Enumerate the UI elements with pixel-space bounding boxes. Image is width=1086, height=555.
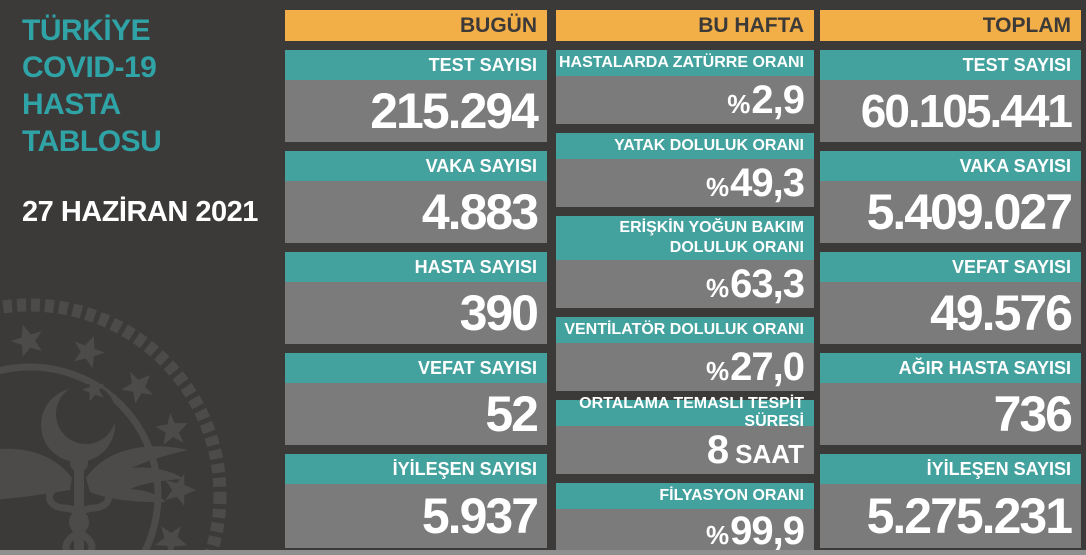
stat-number: 63,3 <box>730 262 805 306</box>
stat-value: 8 SAAT <box>556 426 814 474</box>
stat-value: 52 <box>285 383 547 445</box>
stat-card-ventilator-doluluk: VENTİLATÖR DOLULUK ORANI %27,0 <box>556 317 814 391</box>
stat-card-vaka-sayisi-bugun: VAKA SAYISI 4.883 <box>285 151 547 243</box>
left-panel: TÜRKİYE COVID-19 HASTA TABLOSU 27 HAZİRA… <box>0 0 280 555</box>
stat-value: 49.576 <box>820 282 1081 344</box>
stat-number: 2,9 <box>751 78 805 122</box>
stat-label: VAKA SAYISI <box>820 151 1081 181</box>
stat-value: %2,9 <box>556 76 814 124</box>
stat-label: İYİLEŞEN SAYISI <box>820 454 1081 484</box>
stat-label: AĞIR HASTA SAYISI <box>820 353 1081 383</box>
title-line-3: HASTA <box>22 88 121 121</box>
stat-label: FİLYASYON ORANI <box>556 483 814 509</box>
stat-value: %27,0 <box>556 343 814 391</box>
stat-label: VEFAT SAYISI <box>820 252 1081 282</box>
stat-card-hasta-sayisi-bugun: HASTA SAYISI 390 <box>285 252 547 344</box>
percent-sign: % <box>727 89 751 119</box>
stat-card-iyilesen-sayisi-toplam: İYİLEŞEN SAYISI 5.275.231 <box>820 454 1081 548</box>
column-bugun: BUGÜN TEST SAYISI 215.294 VAKA SAYISI 4.… <box>285 0 547 548</box>
stat-value: 4.883 <box>285 181 547 243</box>
stat-card-vaka-sayisi-toplam: VAKA SAYISI 5.409.027 <box>820 151 1081 243</box>
stat-card-zaturre-orani: HASTALARDA ZATÜRRE ORANI %2,9 <box>556 50 814 124</box>
title-line-1: TÜRKİYE <box>22 14 151 47</box>
stat-card-yatak-doluluk: YATAK DOLULUK ORANI %49,3 <box>556 133 814 207</box>
stat-card-temasli-tespit-suresi: ORTALAMA TEMASLI TESPİT SÜRESİ 8 SAAT <box>556 395 814 474</box>
stat-card-vefat-sayisi-bugun: VEFAT SAYISI 52 <box>285 353 547 445</box>
stat-value: 390 <box>285 282 547 344</box>
percent-sign: % <box>706 172 730 202</box>
title-line-4: TABLOSU <box>22 125 162 158</box>
stat-label: VAKA SAYISI <box>285 151 547 181</box>
stat-number: 99,9 <box>730 509 805 553</box>
stat-label: YATAK DOLULUK ORANI <box>556 133 814 159</box>
stat-value: 215.294 <box>285 80 547 142</box>
stat-value: 5.275.231 <box>820 484 1081 548</box>
stat-card-filyasyon-orani: FİLYASYON ORANI %99,9 <box>556 483 814 554</box>
stat-label: TEST SAYISI <box>820 50 1081 80</box>
stat-value: 60.105.441 <box>820 80 1081 142</box>
column-header-bu-hafta: BU HAFTA <box>556 10 814 41</box>
stat-value: %99,9 <box>556 509 814 554</box>
stat-card-test-sayisi-toplam: TEST SAYISI 60.105.441 <box>820 50 1081 142</box>
bottom-edge-strip <box>0 550 1086 555</box>
stat-number: 27,0 <box>730 345 805 389</box>
stat-label: VEFAT SAYISI <box>285 353 547 383</box>
stat-unit: SAAT <box>735 439 804 469</box>
percent-sign: % <box>706 356 730 386</box>
stat-card-vefat-sayisi-toplam: VEFAT SAYISI 49.576 <box>820 252 1081 344</box>
percent-sign: % <box>706 520 730 550</box>
stat-label: HASTALARDA ZATÜRRE ORANI <box>556 50 814 76</box>
stat-value: %49,3 <box>556 159 814 207</box>
stat-value: 5.409.027 <box>820 181 1081 243</box>
stat-label: TEST SAYISI <box>285 50 547 80</box>
stat-number: 49,3 <box>730 161 805 205</box>
stat-label: ORTALAMA TEMASLI TESPİT SÜRESİ <box>556 395 814 430</box>
column-header-toplam: TOPLAM <box>820 10 1081 41</box>
stat-label: ERİŞKİN YOĞUN BAKIM DOLULUK ORANI <box>556 216 814 260</box>
column-bu-hafta: BU HAFTA HASTALARDA ZATÜRRE ORANI %2,9 Y… <box>556 0 814 554</box>
percent-sign: % <box>706 273 730 303</box>
stat-card-agir-hasta-sayisi: AĞIR HASTA SAYISI 736 <box>820 353 1081 445</box>
stat-label: VENTİLATÖR DOLULUK ORANI <box>556 317 814 343</box>
stat-label: İYİLEŞEN SAYISI <box>285 454 547 484</box>
stat-number: 8 <box>706 428 729 472</box>
page-title: TÜRKİYE COVID-19 HASTA TABLOSU <box>22 12 162 160</box>
stat-card-iyilesen-sayisi-bugun: İYİLEŞEN SAYISI 5.937 <box>285 454 547 548</box>
stat-card-test-sayisi-bugun: TEST SAYISI 215.294 <box>285 50 547 142</box>
stat-card-yogun-bakim-doluluk: ERİŞKİN YOĞUN BAKIM DOLULUK ORANI %63,3 <box>556 216 814 308</box>
column-header-bugun: BUGÜN <box>285 10 547 41</box>
title-line-2: COVID-19 <box>22 51 157 84</box>
column-toplam: TOPLAM TEST SAYISI 60.105.441 VAKA SAYIS… <box>820 0 1081 548</box>
stat-value: 5.937 <box>285 484 547 548</box>
stat-value: %63,3 <box>556 260 814 308</box>
stat-value: 736 <box>820 383 1081 445</box>
report-date: 27 HAZİRAN 2021 <box>22 196 258 228</box>
stat-label: HASTA SAYISI <box>285 252 547 282</box>
